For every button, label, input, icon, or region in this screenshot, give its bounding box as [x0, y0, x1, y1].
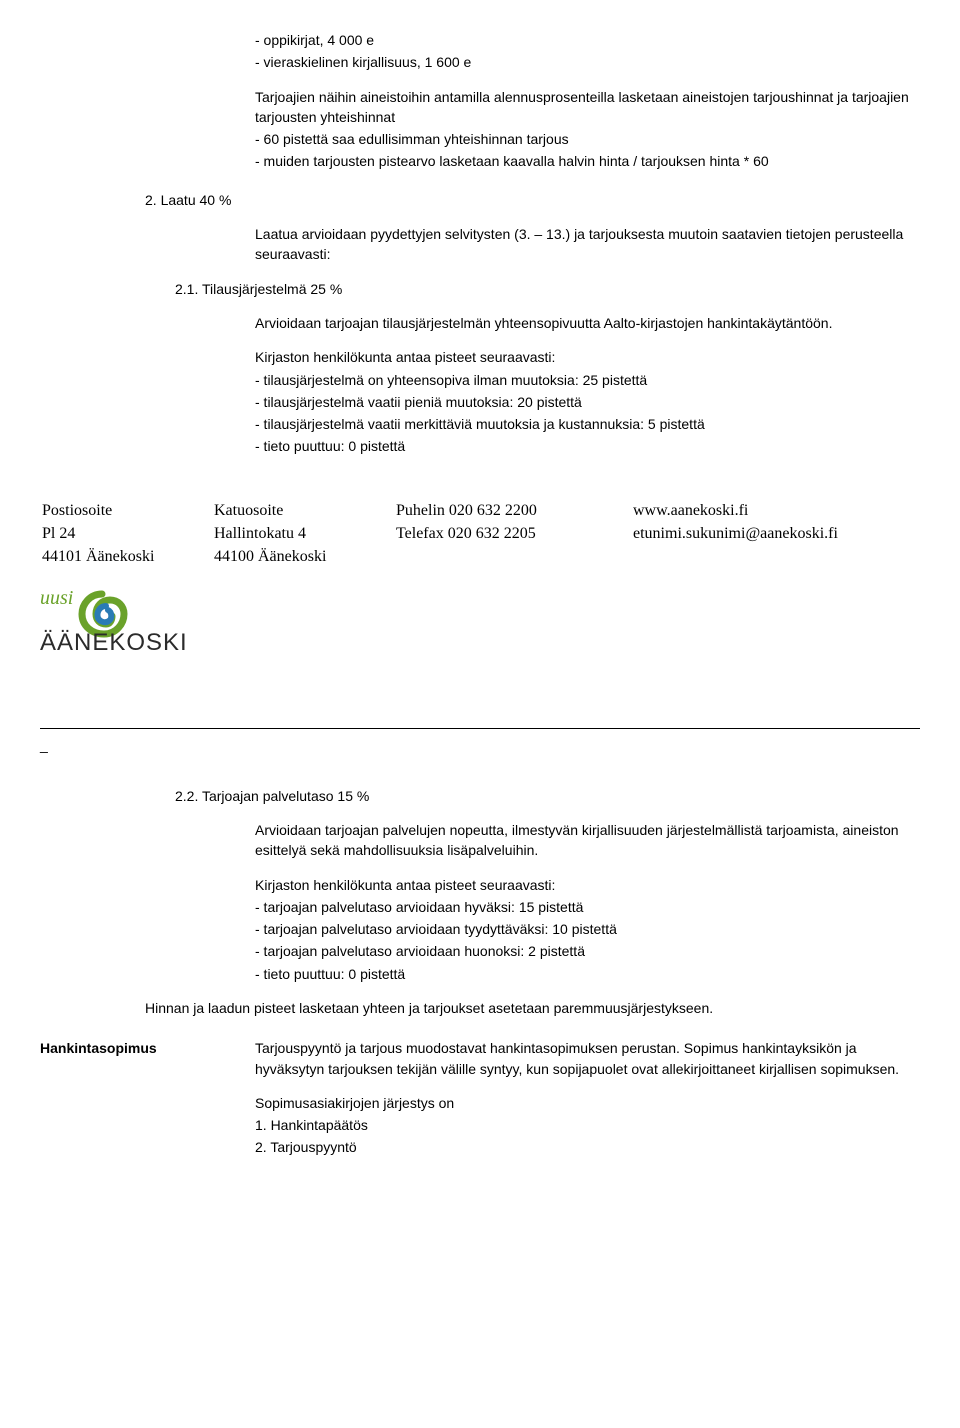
hankintasopimus-section: Hankintasopimus Tarjouspyyntö ja tarjous… — [40, 1038, 920, 1159]
line-muiden: - muiden tarjousten pistearvo lasketaan … — [255, 151, 910, 171]
footer-email: etunimi.sukunimi@aanekoski.fi — [633, 522, 908, 545]
logo-swirl-icon — [82, 594, 124, 634]
footer-puhelin: Puhelin 020 632 2200 — [396, 499, 621, 522]
line-22-c: - tarjoajan palvelutaso arvioidaan huono… — [255, 941, 910, 961]
logo-aanekoski: uusi ÄÄNEKOSKI — [40, 588, 920, 658]
line-21-a: - tilausjärjestelmä on yhteensopiva ilma… — [255, 370, 910, 390]
divider-line — [40, 728, 920, 729]
footer-telefax: Telefax 020 632 2205 — [396, 522, 621, 545]
footer-katuosoite-2: 44100 Äänekoski — [214, 545, 384, 568]
line-22-a: - tarjoajan palvelutaso arvioidaan hyväk… — [255, 897, 910, 917]
logo-main-text: ÄÄNEKOSKI — [40, 629, 188, 656]
footer-postiosoite-1: Pl 24 — [42, 522, 202, 545]
line-60pistetta: - 60 pistettä saa edullisimman yhteishin… — [255, 129, 910, 149]
line-21-d: - tieto puuttuu: 0 pistettä — [255, 436, 910, 456]
para-21-intro: Arvioidaan tarjoajan tilausjärjestelmän … — [255, 313, 910, 333]
heading-21: 2.1. Tilausjärjestelmä 25 % — [175, 279, 910, 299]
order-2: 2. Tarjouspyyntö — [255, 1137, 910, 1157]
bullet-oppikirjat: - oppikirjat, 4 000 e — [255, 30, 910, 50]
para-laatu-intro: Laatua arvioidaan pyydettyjen selvityste… — [255, 224, 910, 265]
para-alennusprosentit: Tarjoajien näihin aineistoihin antamilla… — [255, 87, 910, 128]
footer-postiosoite-h: Postiosoite — [42, 499, 202, 522]
line-22-b: - tarjoajan palvelutaso arvioidaan tyydy… — [255, 919, 910, 939]
heading-laatu: 2. Laatu 40 % — [145, 190, 910, 210]
s21-row: 2.1. Tilausjärjestelmä 25 % — [145, 279, 910, 299]
line-21-c: - tilausjärjestelmä vaatii merkittäviä m… — [255, 414, 910, 434]
laatu-body: Laatua arvioidaan pyydettyjen selvityste… — [255, 224, 910, 265]
logo-svg: uusi ÄÄNEKOSKI — [40, 588, 230, 658]
para-22-pisteet-h: Kirjaston henkilökunta antaa pisteet seu… — [255, 875, 910, 895]
line-21-b: - tilausjärjestelmä vaatii pieniä muutok… — [255, 392, 910, 412]
label-hankintasopimus: Hankintasopimus — [40, 1038, 255, 1159]
dash-mark: _ — [40, 735, 920, 755]
line-22-d: - tieto puuttuu: 0 pistettä — [255, 964, 910, 984]
contact-footer: Postiosoite Pl 24 44101 Äänekoski Katuos… — [40, 497, 920, 571]
footer-www: www.aanekoski.fi — [633, 499, 908, 522]
footer-katuosoite-h: Katuosoite — [214, 499, 384, 522]
heading-22: 2.2. Tarjoajan palvelutaso 15 % — [175, 786, 910, 806]
para-summary: Hinnan ja laadun pisteet lasketaan yhtee… — [145, 998, 910, 1018]
order-1: 1. Hankintapäätös — [255, 1115, 910, 1135]
bullet-vieraskielinen: - vieraskielinen kirjallisuus, 1 600 e — [255, 52, 910, 72]
top-content: - oppikirjat, 4 000 e - vieraskielinen k… — [255, 30, 910, 172]
laatu-heading-row: 2. Laatu 40 % — [145, 190, 910, 210]
footer-postiosoite-2: 44101 Äänekoski — [42, 545, 202, 568]
footer-katuosoite-1: Hallintokatu 4 — [214, 522, 384, 545]
sum-row: Hinnan ja laadun pisteet lasketaan yhtee… — [145, 998, 910, 1018]
para-22-intro: Arvioidaan tarjoajan palvelujen nopeutta… — [255, 820, 910, 861]
s22-body: Arvioidaan tarjoajan palvelujen nopeutta… — [255, 820, 910, 984]
para-hankinta-1: Tarjouspyyntö ja tarjous muodostavat han… — [255, 1038, 910, 1079]
logo-uusi-text: uusi — [40, 588, 73, 609]
para-21-pisteet-h: Kirjaston henkilökunta antaa pisteet seu… — [255, 347, 910, 367]
s21-body: Arvioidaan tarjoajan tilausjärjestelmän … — [255, 313, 910, 457]
s22-row: 2.2. Tarjoajan palvelutaso 15 % — [145, 786, 910, 806]
para-hankinta-2: Sopimusasiakirjojen järjestys on — [255, 1093, 910, 1113]
label-hankintasopimus-text: Hankintasopimus — [40, 1040, 157, 1056]
